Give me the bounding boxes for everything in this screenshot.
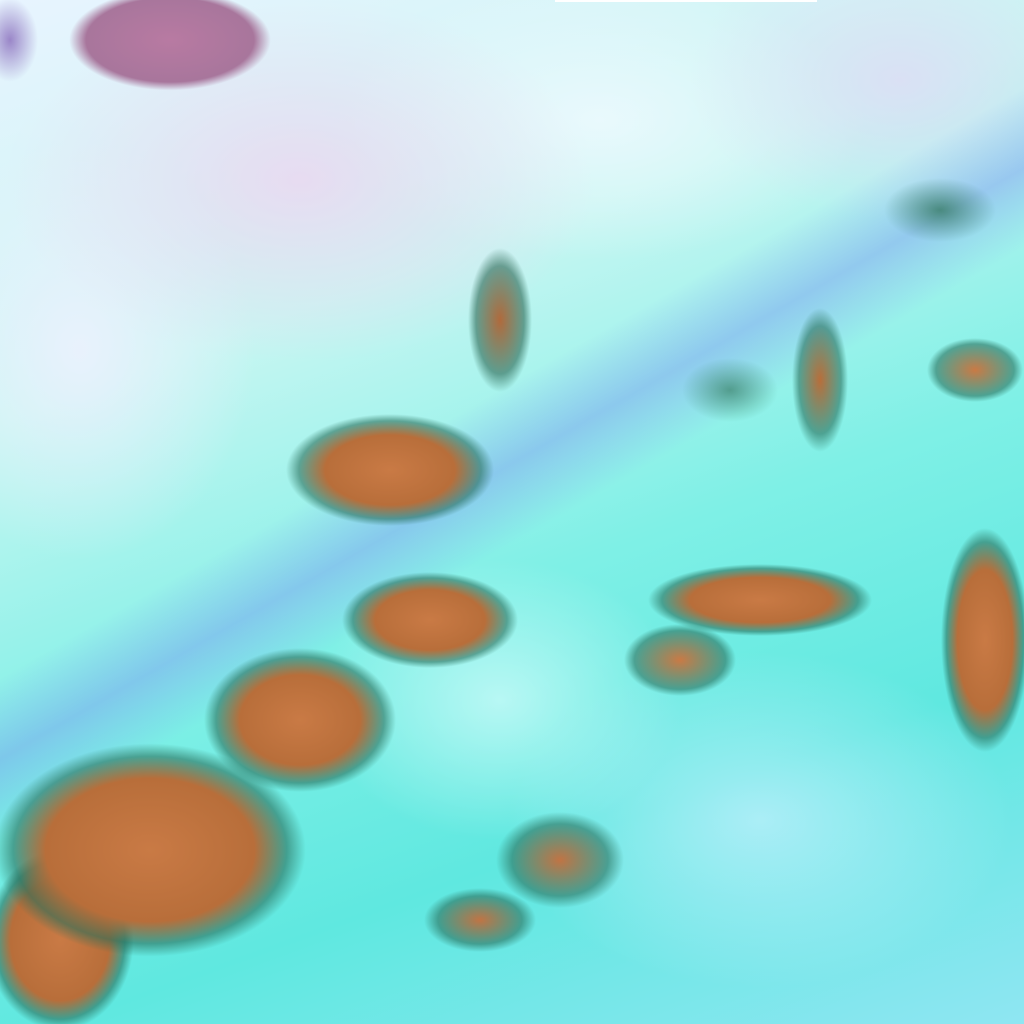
top-edge-line [555,0,817,2]
